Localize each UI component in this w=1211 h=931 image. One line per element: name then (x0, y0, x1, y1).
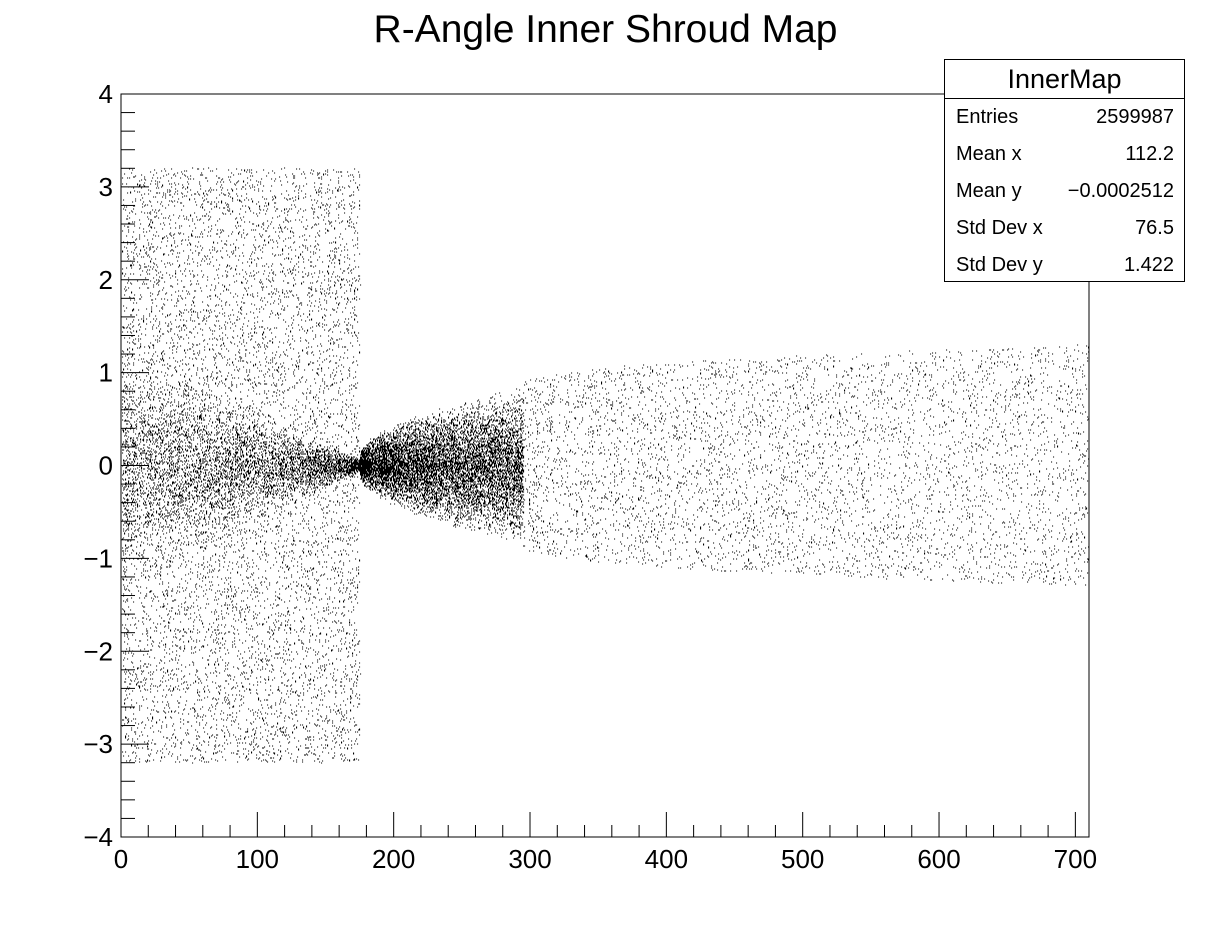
y-tick-label: 0 (99, 451, 113, 481)
scatter-marks (122, 167, 1090, 764)
y-tick-label: 3 (99, 172, 113, 202)
stats-value: −0.0002512 (1067, 180, 1174, 202)
stats-label: Mean x (956, 143, 1022, 165)
stats-row-std-dev-x: Std Dev x 76.5 (945, 210, 1184, 247)
x-tick-label: 200 (372, 844, 415, 874)
y-tick-label: 4 (99, 79, 113, 109)
x-tick-label: 700 (1054, 844, 1097, 874)
stats-value: 2599987 (1096, 106, 1174, 128)
x-axis: 0 100 200 300 400 500 600 700 (114, 812, 1097, 874)
x-tick-label: 0 (114, 844, 128, 874)
stats-label: Std Dev y (956, 254, 1043, 276)
scatter-points (122, 167, 1090, 764)
stats-box-title: InnerMap (945, 60, 1184, 99)
x-tick-label: 400 (645, 844, 688, 874)
x-tick-label: 300 (508, 844, 551, 874)
stats-value: 1.422 (1123, 254, 1174, 276)
x-tick-label: 600 (917, 844, 960, 874)
stats-label: Std Dev x (956, 217, 1043, 239)
stats-row-entries: Entries 2599987 (945, 99, 1184, 136)
stats-label: Entries (956, 106, 1019, 128)
y-axis: −4 −3 −2 −1 0 1 2 3 4 (83, 79, 149, 852)
stats-row-mean-y: Mean y −0.0002512 (945, 173, 1184, 210)
x-tick-label: 100 (236, 844, 279, 874)
y-tick-label: 2 (99, 265, 113, 295)
stats-label: Mean y (956, 180, 1022, 202)
y-tick-label: −3 (83, 729, 113, 759)
y-tick-label: −2 (83, 636, 113, 666)
stats-value: 76.5 (1135, 217, 1174, 239)
stats-box: InnerMap Entries 2599987 Mean x 112.2 Me… (944, 59, 1185, 282)
chart-title: R-Angle Inner Shroud Map (373, 8, 838, 51)
y-tick-label: 1 (99, 358, 113, 388)
stats-row-mean-x: Mean x 112.2 (945, 136, 1184, 173)
y-tick-label: −1 (83, 543, 113, 573)
stats-row-std-dev-y: Std Dev y 1.422 (945, 247, 1184, 284)
stats-value: 112.2 (1125, 143, 1174, 165)
y-tick-label: −4 (83, 822, 113, 852)
x-tick-label: 500 (781, 844, 824, 874)
